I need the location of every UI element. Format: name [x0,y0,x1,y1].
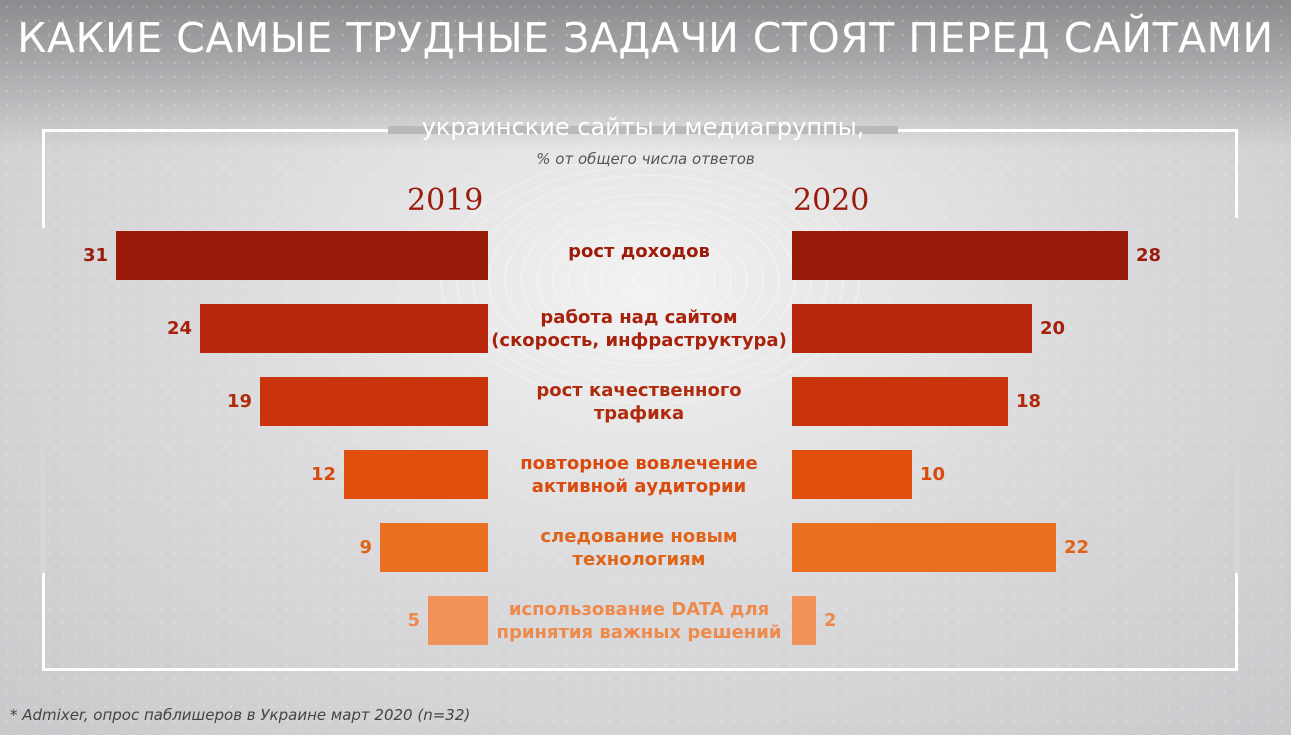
category-label-3: повторное вовлечение активной аудитории [490,452,788,498]
value-label-2020-4: 22 [1064,537,1090,558]
value-label-2019-5: 5 [407,610,420,631]
category-label-line: повторное вовлечение [520,452,758,474]
bar-2020-3 [792,450,912,499]
bar-2019-4 [380,523,488,572]
value-label-2019-3: 12 [310,464,336,485]
category-label-line: технологиям [572,548,706,570]
bar-2019-0 [116,231,488,280]
bar-2020-4 [792,523,1056,572]
value-label-2020-3: 10 [920,464,946,485]
category-label-1: работа над сайтом (скорость, инфраструкту… [490,306,788,352]
value-label-2020-1: 20 [1040,318,1066,339]
frame-gap-top [388,126,898,134]
value-label-2020-5: 2 [824,610,837,631]
bar-2019-3 [344,450,488,499]
bar-2020-0 [792,231,1128,280]
category-label-line: принятия важных решений [496,621,782,643]
category-label-5: использование DATA для принятия важных ре… [490,598,788,644]
value-label-2020-0: 28 [1136,245,1162,266]
page-title: КАКИЕ САМЫЕ ТРУДНЫЕ ЗАДАЧИ СТОЯТ ПЕРЕД С… [17,14,1274,62]
header-band [0,0,1291,150]
bar-2019-5 [428,596,488,645]
category-label-line: (скорость, инфраструктура) [491,329,787,351]
category-label-line: следование новым [540,525,738,547]
category-label-2: рост качественного трафика [490,379,788,425]
category-label-line: использование DATA для [508,598,770,620]
bar-2020-2 [792,377,1008,426]
category-label-line: трафика [593,402,685,424]
chart-subtitle: % от общего числа ответов [536,150,755,168]
bar-2020-5 [792,596,816,645]
bar-2019-2 [260,377,488,426]
bar-2020-1 [792,304,1032,353]
frame-gap-left [40,228,46,573]
category-label-line: работа над сайтом [540,306,738,328]
chart-title: украинские сайты и медиагруппы, [421,113,865,141]
frame-gap-right [1234,218,1240,573]
category-label-0: рост доходов [490,240,788,263]
category-label-line: рост доходов [568,241,710,262]
background-swirl [430,150,870,410]
value-label-2019-1: 24 [166,318,192,339]
category-label-4: следование новым технологиям [490,525,788,571]
value-label-2019-4: 9 [359,537,372,558]
category-label-line: рост качественного [536,379,742,401]
category-label-line: активной аудитории [531,475,747,497]
bar-2019-1 [200,304,488,353]
value-label-2019-2: 19 [226,391,252,412]
series-name-2019: 2019 [407,183,484,218]
series-name-2020: 2020 [793,183,870,218]
value-label-2019-0: 31 [82,245,108,266]
value-label-2020-2: 18 [1016,391,1042,412]
footnote: * Admixer, опрос паблишеров в Украине ма… [10,706,471,724]
